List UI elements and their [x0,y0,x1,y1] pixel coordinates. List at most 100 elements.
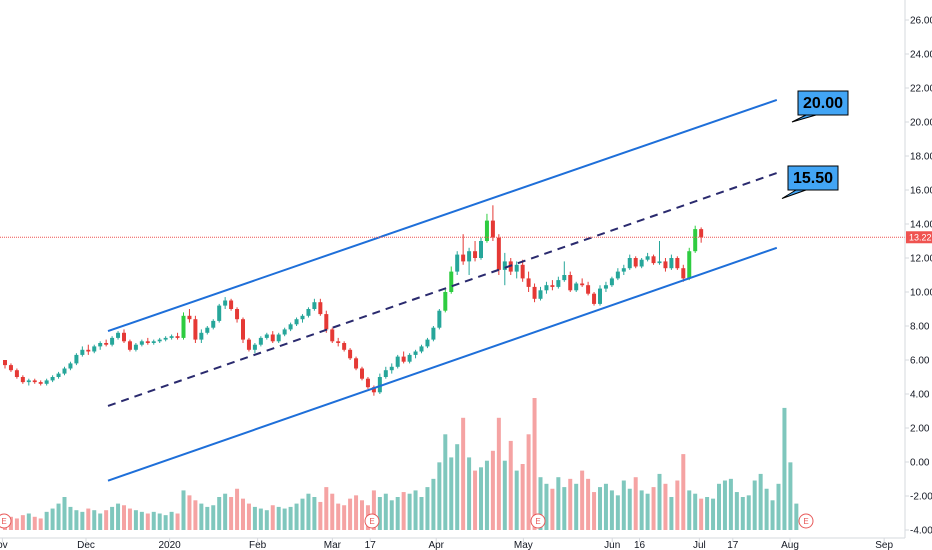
last-price-line: 13.22 [0,231,932,244]
candle-body [258,337,263,345]
volume-bar [711,498,716,530]
candle-body [145,341,150,343]
candle-body [645,256,650,260]
volume-bar [294,503,299,530]
volume-bar [199,503,204,530]
candle-body [437,310,442,328]
channel-upper-line[interactable] [107,98,778,333]
volume-bar [342,505,347,530]
channel-middle-line[interactable] [107,172,778,407]
volume-bars [3,398,799,530]
volume-bar [163,515,168,530]
volume-bar [80,511,85,530]
volume-bar [354,495,359,530]
earnings-marker-label: E [1,517,6,526]
time-tick-label: Feb [249,540,267,550]
candle-body [264,334,269,338]
volume-bar [639,490,644,530]
volume-bar [598,487,602,530]
volume-bar [627,488,632,530]
candle-body [633,258,638,267]
price-tick-label: 14.00 [910,220,932,231]
candle-body [401,356,406,362]
volume-bar [681,454,686,530]
candle-body [627,258,632,269]
candle-body [312,302,317,309]
candle-body [193,319,198,340]
candle-body [621,268,626,272]
volume-bar [788,462,793,530]
volume-bar [669,497,674,530]
trend-channel[interactable] [107,98,778,482]
candle-body [92,346,97,352]
time-axis[interactable]: ov Dec 2020 Feb Mar 17 Apr May Jun 16 Jul 17 Aug Sep [0,538,893,550]
volume-bar [383,493,388,530]
candle-body [336,341,341,343]
candle-body [294,319,299,325]
candle-body [276,334,281,342]
earnings-marker[interactable]: E [798,513,814,529]
price-tick-label: 22.00 [910,84,932,95]
candle-body [484,220,489,241]
candle-body [38,382,43,384]
volume-bar [728,478,733,530]
volume-bar [187,495,192,530]
earnings-marker[interactable]: E [0,513,12,529]
candle-body [389,366,394,371]
price-axis[interactable]: 26.00 24.00 22.00 20.00 18.00 16.00 14.00 12.00… [905,16,932,537]
time-tick-label: Aug [781,540,799,550]
candle-body [288,324,293,330]
candle-body [514,264,519,272]
time-tick-label: ov [0,540,8,550]
volume-bar [151,511,156,530]
price-tick-label: 0.00 [910,458,930,469]
price-callout[interactable]: 20.00 [791,90,849,123]
volume-bar [544,483,549,530]
volume-bar [14,518,19,530]
price-tick-label: -2.00 [910,492,932,503]
candle-body [568,275,573,291]
price-tick-label: 26.00 [910,16,932,27]
volume-bar [318,501,323,530]
candle-body [32,380,37,383]
price-tick-label: 6.00 [910,356,930,367]
volume-bar [752,480,757,530]
candle-body [615,271,620,279]
candle-body [306,309,311,316]
candle-body [26,380,31,383]
candle-body [663,261,668,269]
time-tick-label: Sep [875,540,893,550]
candle-body [116,332,121,338]
volume-bar [139,511,144,530]
time-tick-label: Dec [77,540,95,550]
volume-bar [110,506,115,530]
volume-bar [740,497,745,530]
volume-bar [175,513,180,530]
earnings-marker[interactable]: E [364,513,380,529]
volume-bar [776,483,781,530]
callout-label: 15.50 [793,170,833,187]
candle-body [699,229,704,238]
candle-body [675,258,680,269]
callout-label: 20.00 [803,95,843,112]
candle-body [20,377,25,383]
channel-lower-line[interactable] [107,246,778,482]
volume-bar [550,488,555,530]
candle-body [62,368,67,374]
volume-bar [764,488,769,530]
candle-body [395,356,400,367]
price-callout[interactable]: 15.50 [781,165,839,199]
price-callouts[interactable]: 20.00 15.50 [781,90,849,199]
volume-bar [122,505,126,530]
earnings-marker[interactable]: E [530,513,546,529]
volume-bar [693,493,698,530]
volume-bar [562,487,567,530]
volume-bar [193,500,198,530]
volume-bar [490,450,495,530]
candle-body [360,368,364,379]
volume-bar [609,490,614,530]
candle-body [365,378,370,388]
volume-bar [467,457,472,530]
